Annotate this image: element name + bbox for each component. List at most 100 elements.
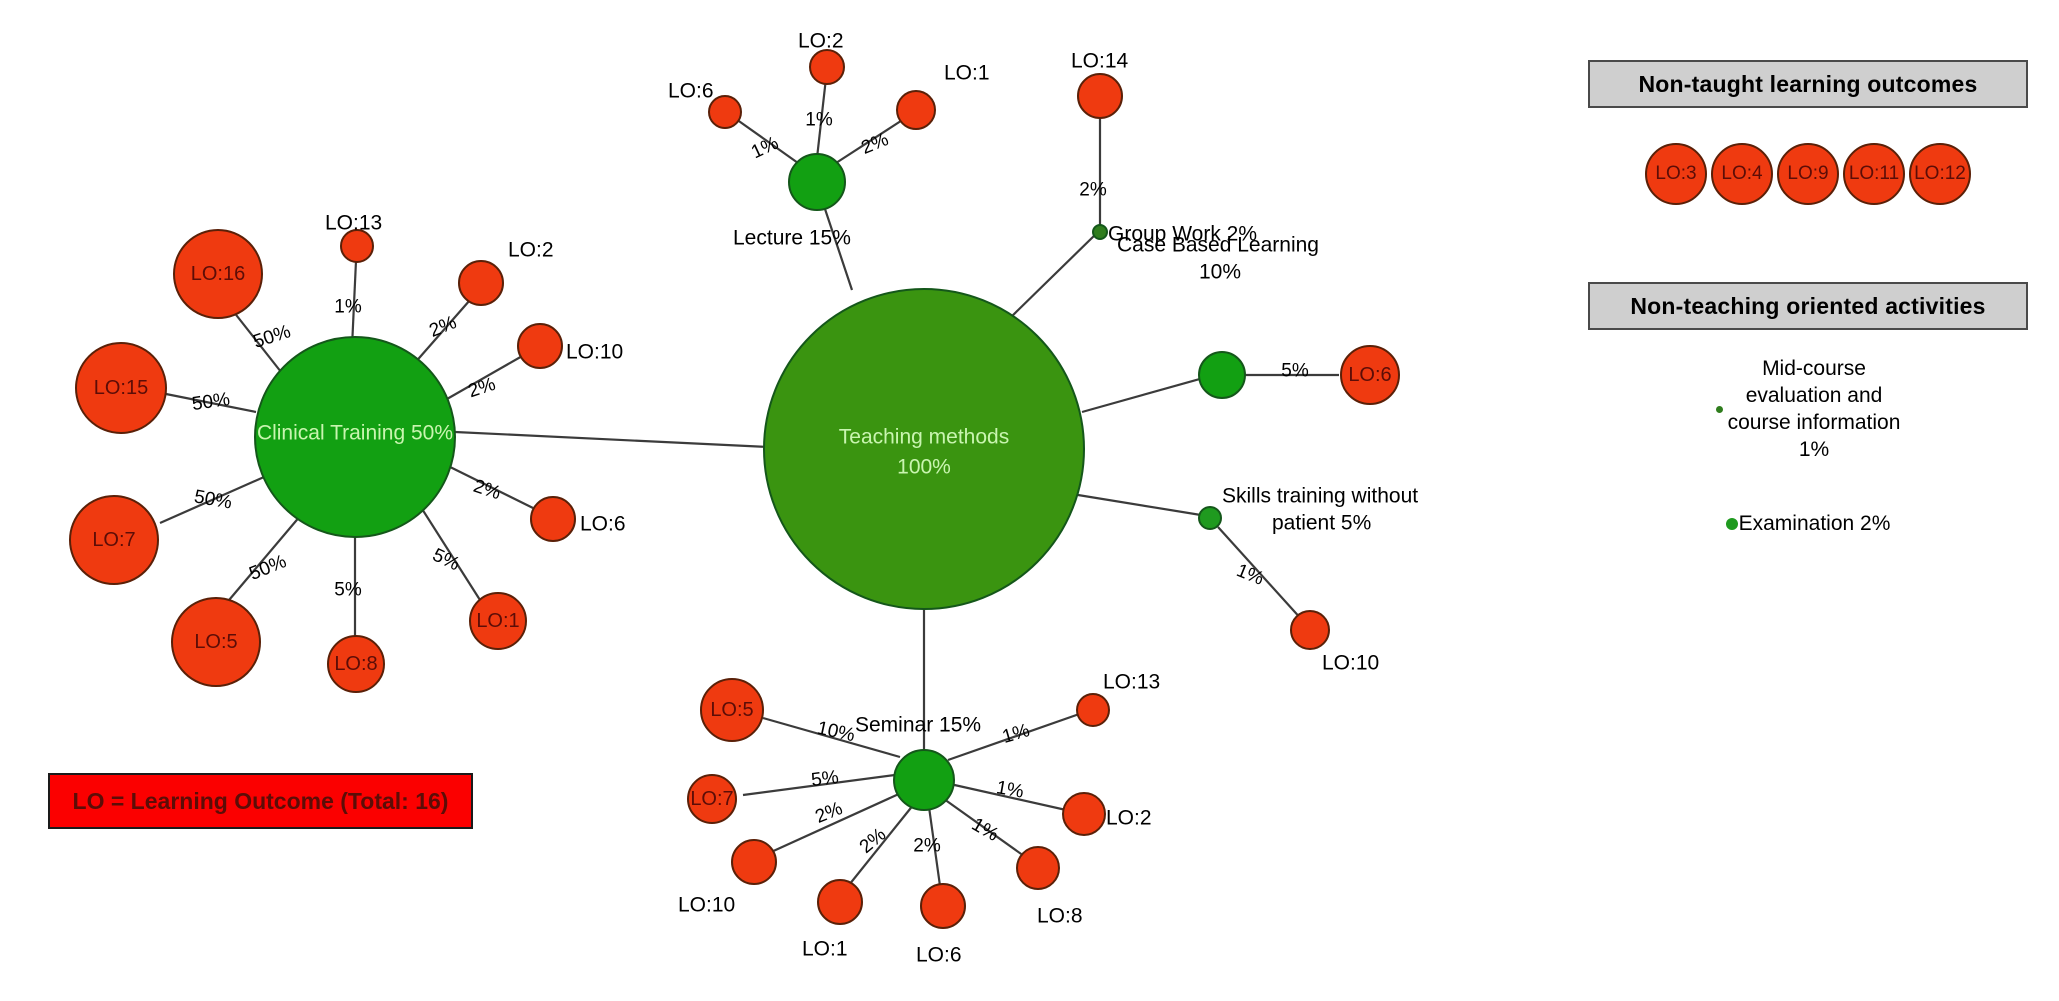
node-lo-5-seminar[interactable]: LO:5 — [700, 678, 764, 742]
node-lo-6-lecture[interactable]: LO:6 — [668, 80, 742, 129]
edge-center-cbl — [1081, 373, 1215, 414]
edge-label-seminar-lo10: 2% — [812, 798, 845, 828]
edge-layer — [159, 77, 1339, 894]
node-lecture[interactable]: Lecture 15% — [733, 153, 851, 250]
edge-label-seminar-lo6: 2% — [913, 836, 941, 857]
lo-2-lecture-circle[interactable] — [809, 49, 845, 85]
lo-10-skills-label: LO:10 — [1322, 652, 1379, 675]
node-lo-6-seminar[interactable]: LO:6 — [916, 883, 966, 967]
lo-6-cbl-circle[interactable] — [1340, 345, 1400, 405]
node-lo-6-cbl[interactable]: LO:6 — [1340, 345, 1400, 405]
lo-8-seminar-circle[interactable] — [1016, 846, 1060, 890]
non-teaching-panel-title: Non-teaching oriented activities — [1630, 292, 1986, 319]
node-lo-14[interactable]: LO:14 — [1071, 50, 1129, 119]
node-lo-1-lecture[interactable]: LO:1 — [896, 62, 990, 130]
lo-5-seminar-circle[interactable] — [700, 678, 764, 742]
edge-label-seminar-lo7: 5% — [810, 767, 840, 791]
node-lo-7-clinical[interactable]: LO:7 — [69, 495, 159, 585]
edge-center-groupwork — [1009, 231, 1099, 319]
case-based-learning-circle[interactable] — [1198, 351, 1246, 399]
node-lo-10-clinical[interactable]: LO:10 — [517, 323, 623, 369]
group-work-circle[interactable] — [1092, 224, 1108, 240]
lo-6-seminar-label: LO:6 — [916, 944, 962, 967]
node-lo-8-seminar[interactable]: LO:8 — [1016, 846, 1083, 928]
node-case-based-learning[interactable]: Case Based Learning 10% — [1117, 234, 1319, 399]
lo-15-label: LO:15 — [94, 377, 148, 399]
non-taught-lo-12[interactable]: LO:12 — [1909, 143, 1971, 205]
node-lo-2-lecture[interactable]: LO:2 — [798, 30, 845, 85]
lo-7-clinical-circle[interactable] — [69, 495, 159, 585]
edge-clinical-lo7 — [159, 475, 265, 525]
lo-14-label: LO:14 — [1071, 50, 1129, 73]
lo-2-clinical-circle[interactable] — [458, 260, 504, 306]
edge-label-lecture-lo1: 2% — [858, 129, 891, 159]
lo-14-circle[interactable] — [1077, 73, 1123, 119]
lo-1-clinical-circle[interactable] — [469, 592, 527, 650]
lo-6-lecture-label: LO:6 — [668, 80, 714, 103]
lo-2-seminar-circle[interactable] — [1062, 792, 1106, 836]
node-group-work[interactable]: Group Work 2% — [1092, 223, 1257, 246]
node-lo-10-skills[interactable]: LO:10 — [1290, 610, 1379, 675]
node-skills-training[interactable]: Skills training without patient 5% — [1198, 485, 1418, 535]
skills-training-label-line2: patient 5% — [1272, 512, 1371, 535]
node-lo-10-seminar[interactable]: LO:10 — [678, 839, 777, 917]
lo-10-seminar-circle[interactable] — [731, 839, 777, 885]
lo-6-seminar-circle[interactable] — [920, 883, 966, 929]
seminar-circle[interactable] — [893, 749, 955, 811]
lo-5-seminar-label: LO:5 — [710, 699, 753, 721]
node-lo-2-seminar[interactable]: LO:2 — [1062, 792, 1152, 836]
case-based-learning-label-line2: 10% — [1199, 261, 1241, 284]
activity-examination[interactable]: Examination 2% — [1588, 512, 2028, 536]
lo-6-lecture-circle[interactable] — [708, 95, 742, 129]
teaching-methods-circle[interactable] — [763, 288, 1085, 610]
lo-7-seminar-circle[interactable] — [687, 774, 737, 824]
node-lo-2-clinical[interactable]: LO:2 — [458, 239, 554, 306]
node-lo-6-clinical[interactable]: LO:6 — [530, 496, 626, 542]
lo-1-seminar-circle[interactable] — [817, 879, 863, 925]
lo-13-clinical-circle[interactable] — [340, 229, 374, 263]
lecture-circle[interactable] — [788, 153, 846, 211]
lo-5-clinical-circle[interactable] — [171, 597, 261, 687]
node-teaching-methods[interactable]: Teaching methods 100% — [763, 288, 1085, 610]
case-based-learning-label-line1: Case Based Learning — [1117, 234, 1319, 257]
lo-8-clinical-circle[interactable] — [327, 635, 385, 693]
non-taught-lo-9[interactable]: LO:9 — [1777, 143, 1839, 205]
node-lo-16[interactable]: LO:16 — [173, 229, 263, 319]
edge-seminar-lo6 — [927, 806, 943, 894]
node-lo-13-seminar[interactable]: LO:13 — [1076, 671, 1160, 727]
node-lo-1-clinical[interactable]: LO:1 — [469, 592, 527, 650]
lo-13-seminar-circle[interactable] — [1076, 693, 1110, 727]
skills-training-circle[interactable] — [1198, 506, 1222, 530]
examination-dot-icon — [1725, 518, 1738, 530]
edge-label-clinical-lo1: 5% — [429, 545, 463, 576]
edge-seminar-lo7 — [742, 773, 896, 797]
edge-label-clinical-lo7: 50% — [192, 486, 233, 513]
clinical-training-circle[interactable] — [254, 336, 456, 538]
node-lo-5-clinical[interactable]: LO:5 — [171, 597, 261, 687]
activity-mid-course-evaluation[interactable]: Mid-course evaluation and course informa… — [1588, 355, 2028, 463]
edge-clinical-lo5 — [223, 514, 302, 607]
edge-label-clinical-lo15: 50% — [191, 389, 232, 415]
edge-label-lecture-lo2: 1% — [805, 110, 833, 131]
edge-center-clinical — [454, 430, 811, 451]
lo-10-skills-circle[interactable] — [1290, 610, 1330, 650]
node-lo-1-seminar[interactable]: LO:1 — [802, 879, 863, 961]
node-lo-15[interactable]: LO:15 — [75, 342, 167, 434]
node-lo-8-clinical[interactable]: LO:8 — [327, 635, 385, 693]
lo-16-circle[interactable] — [173, 229, 263, 319]
legend-learning-outcome: LO = Learning Outcome (Total: 16) — [48, 773, 473, 829]
lo-10-clinical-circle[interactable] — [517, 323, 563, 369]
node-seminar[interactable]: Seminar 15% — [855, 714, 981, 811]
non-taught-lo-3[interactable]: LO:3 — [1645, 143, 1707, 205]
lo-1-lecture-circle[interactable] — [896, 90, 936, 130]
node-lo-7-seminar[interactable]: LO:7 — [687, 774, 737, 824]
non-taught-lo-11[interactable]: LO:11 — [1843, 143, 1905, 205]
lo-15-circle[interactable] — [75, 342, 167, 434]
lo-6-clinical-circle[interactable] — [530, 496, 576, 542]
node-lo-13-clinical[interactable]: LO:13 — [325, 212, 382, 263]
edge-lecture-lo1 — [835, 116, 908, 164]
non-taught-lo-4[interactable]: LO:4 — [1711, 143, 1773, 205]
node-clinical-training[interactable]: Clinical Training 50% — [254, 336, 456, 538]
